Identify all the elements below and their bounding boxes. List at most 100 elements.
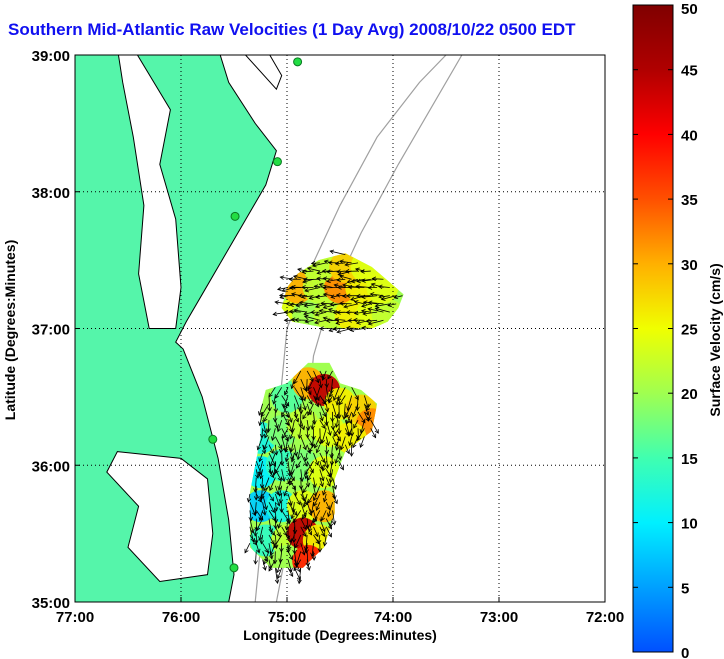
velocity-vector-head xyxy=(272,417,278,423)
velocity-vector-head xyxy=(293,308,298,313)
velocity-vector-head xyxy=(362,300,368,305)
velocity-vector xyxy=(313,510,317,522)
velocity-vector xyxy=(281,436,287,452)
velocity-vector xyxy=(293,370,302,384)
velocity-vector xyxy=(332,420,334,430)
velocity-vector-head xyxy=(323,259,329,265)
velocity-vector-head xyxy=(269,486,274,492)
velocity-vector xyxy=(325,387,330,403)
velocity-vector-head xyxy=(314,461,319,466)
velocity-vector-head xyxy=(326,278,331,284)
velocity-vector-head xyxy=(273,524,278,530)
velocity-vector-head xyxy=(371,276,377,282)
velocity-vector-head xyxy=(291,485,296,491)
velocity-vector-head xyxy=(285,421,290,426)
radar-station-marker xyxy=(293,57,303,67)
velocity-vector xyxy=(306,420,310,431)
velocity-vector xyxy=(345,403,353,418)
velocity-vector-head xyxy=(259,539,265,545)
velocity-vector xyxy=(313,411,316,425)
velocity-vector xyxy=(318,534,321,544)
velocity-vector-head xyxy=(298,423,303,428)
velocity-vector-head xyxy=(325,318,331,324)
velocity-vector xyxy=(254,477,257,493)
chart-title: Southern Mid-Atlantic Raw Velocities (1 … xyxy=(8,20,576,39)
velocity-vector-head xyxy=(316,276,321,281)
velocity-vector xyxy=(277,419,283,432)
velocity-vector xyxy=(360,270,371,273)
velocity-vector xyxy=(268,387,276,398)
velocity-vector xyxy=(305,534,308,551)
velocity-vector-head xyxy=(314,402,320,408)
velocity-vector-head xyxy=(322,316,328,321)
velocity-vector-head xyxy=(328,524,333,530)
velocity-vector xyxy=(321,510,327,521)
velocity-vector-head xyxy=(314,312,320,317)
velocity-vector-head xyxy=(321,424,326,430)
velocity-vector-head xyxy=(313,501,318,507)
velocity-vector-head xyxy=(359,429,365,434)
velocity-vector-head xyxy=(306,566,311,571)
velocity-vector-head xyxy=(312,496,318,502)
velocity-vector-head xyxy=(278,491,283,497)
velocity-vector-head xyxy=(347,284,353,290)
velocity-vector xyxy=(289,310,301,313)
velocity-vector xyxy=(346,411,353,424)
velocity-vector-head xyxy=(302,525,307,530)
velocity-vector xyxy=(281,526,288,536)
velocity-vector xyxy=(339,302,352,305)
velocity-vector-head xyxy=(291,538,297,544)
velocity-vector xyxy=(262,420,267,433)
velocity-vector-head xyxy=(262,566,267,571)
velocity-vector xyxy=(313,493,321,507)
velocity-vector xyxy=(335,262,346,265)
velocity-vector-head xyxy=(253,560,258,565)
velocity-vector xyxy=(321,428,327,444)
velocity-vector xyxy=(306,403,312,415)
velocity-vector-head xyxy=(272,311,278,317)
velocity-vector xyxy=(296,303,308,307)
pamlico-sound xyxy=(106,451,214,583)
velocity-vector-head xyxy=(343,304,348,309)
velocity-vector xyxy=(335,452,340,464)
velocity-vector xyxy=(281,403,289,418)
velocity-vector xyxy=(290,461,295,475)
velocity-vector xyxy=(306,436,314,446)
velocity-vector-head xyxy=(301,269,307,275)
velocity-vector-head xyxy=(290,457,295,463)
velocity-vector xyxy=(322,485,327,496)
velocity-vector-head xyxy=(281,412,286,418)
velocity-vector-head xyxy=(377,284,383,290)
velocity-vector-head xyxy=(253,496,259,501)
velocity-vector-head xyxy=(258,536,263,541)
velocity-vector xyxy=(361,310,371,313)
velocity-vector-head xyxy=(331,520,337,526)
velocity-vector-head xyxy=(277,486,282,491)
velocity-vector-head xyxy=(258,516,263,522)
velocity-vector-head xyxy=(250,537,256,543)
velocity-vector xyxy=(274,493,280,506)
velocity-vector xyxy=(325,420,331,436)
velocity-vector xyxy=(323,395,327,404)
velocity-vector-head xyxy=(285,535,291,540)
velocity-vector xyxy=(356,285,371,288)
colorbar: 0 5 10 15 20 25 30 35 40 45 50 Surface Velocity (c… xyxy=(632,1,723,659)
velocity-vector-head xyxy=(315,378,320,384)
velocity-vector-head xyxy=(353,300,359,305)
velocity-vector-head xyxy=(328,472,333,478)
velocity-vector-head xyxy=(262,511,267,516)
velocity-vector-head xyxy=(303,456,309,462)
velocity-vector-head xyxy=(295,463,301,469)
velocity-vector-head xyxy=(353,310,359,316)
velocity-vector xyxy=(255,461,262,475)
velocity-vector-head xyxy=(277,524,282,529)
velocity-vector-head xyxy=(302,406,307,411)
velocity-vector xyxy=(286,518,289,530)
velocity-vector xyxy=(287,534,292,543)
colorbar-tick-label: 40 xyxy=(681,127,698,144)
velocity-vector-head xyxy=(288,309,294,314)
velocity-vector xyxy=(357,411,366,423)
x-tick-label: 77:00 xyxy=(56,609,94,626)
velocity-vector-head xyxy=(289,434,294,440)
velocity-vector xyxy=(326,270,339,273)
